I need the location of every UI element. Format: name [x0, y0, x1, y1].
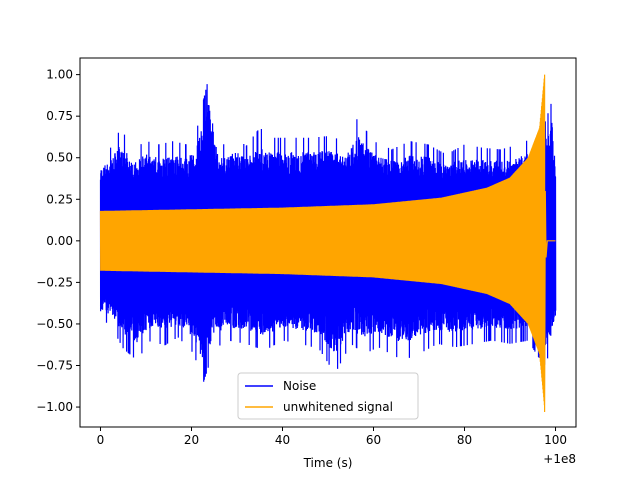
axes-frame — [79, 57, 577, 428]
y-tick-label: −1.00 — [36, 400, 73, 414]
x-tick-label: 0 — [97, 433, 105, 447]
legend-label-noise: Noise — [283, 379, 316, 393]
y-tick-label: 0.50 — [46, 151, 73, 165]
x-axis-offset-label: +1e8 — [543, 452, 576, 466]
legend: Noise unwhitened signal — [237, 372, 419, 420]
x-tick-label: 80 — [457, 433, 472, 447]
x-axis: 0 20 40 60 80 100 — [97, 427, 567, 447]
y-axis: 1.00 0.75 0.50 0.25 0.00 −0.25 −0.50 −0.75 −1.00 — [36, 68, 80, 414]
plot-content — [99, 74, 557, 413]
legend-label-unwhitened-signal: unwhitened signal — [283, 400, 393, 414]
x-tick-label: 40 — [275, 433, 290, 447]
x-tick-label: 20 — [184, 433, 199, 447]
y-tick-label: 0.75 — [46, 109, 73, 123]
y-tick-label: 0.00 — [46, 234, 73, 248]
y-tick-label: 0.25 — [46, 192, 73, 206]
x-tick-label: 60 — [366, 433, 381, 447]
y-tick-label: −0.75 — [36, 359, 73, 373]
y-tick-label: 1.00 — [46, 68, 73, 82]
series-unwhitened-signal-line — [99, 74, 556, 413]
legend-box — [237, 372, 419, 420]
y-tick-label: −0.25 — [36, 275, 73, 289]
x-tick-label: 100 — [544, 433, 567, 447]
x-axis-title: Time (s) — [303, 456, 353, 470]
y-tick-label: −0.50 — [36, 317, 73, 331]
